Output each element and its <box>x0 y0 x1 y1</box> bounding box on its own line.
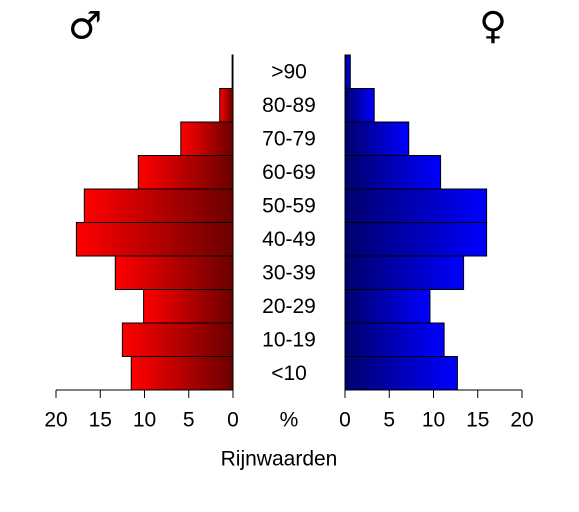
x-tick-label: 10 <box>133 409 156 432</box>
age-label: 30-39 <box>262 261 316 284</box>
axis-unit-label: % <box>280 409 299 432</box>
male-bar <box>143 289 234 324</box>
female-bar <box>344 88 375 123</box>
age-label: <10 <box>271 362 307 385</box>
female-bar <box>344 289 431 324</box>
male-bar <box>137 155 234 190</box>
male-bar <box>121 322 234 357</box>
x-tick-label: 15 <box>466 409 489 432</box>
male-bar <box>130 356 234 391</box>
age-label: >90 <box>271 60 307 83</box>
x-tick-label: 5 <box>183 409 195 432</box>
age-label: 40-49 <box>262 228 316 251</box>
female-bar <box>344 188 488 223</box>
male-bar <box>219 88 234 123</box>
x-tick-label: 20 <box>44 409 67 432</box>
female-bar <box>344 121 410 156</box>
female-bar <box>344 155 442 190</box>
legend-male: ♂ <box>68 4 102 48</box>
chart-title: Rijnwaarden <box>221 448 338 471</box>
female-bar <box>344 356 458 391</box>
male-bar <box>231 54 234 89</box>
age-label: 20-29 <box>262 295 316 318</box>
x-tick-label: 5 <box>383 409 395 432</box>
male-bar <box>83 188 234 223</box>
x-tick-label: 20 <box>510 409 533 432</box>
age-label: 80-89 <box>262 94 316 117</box>
female-bar <box>344 255 465 290</box>
age-label: 70-79 <box>262 127 316 150</box>
female-bar <box>344 322 445 357</box>
x-tick-label: 0 <box>339 409 351 432</box>
x-tick-label: 15 <box>89 409 112 432</box>
male-bar <box>114 255 234 290</box>
female-bar <box>344 54 351 89</box>
age-label: 60-69 <box>262 161 316 184</box>
x-tick-label: 10 <box>422 409 445 432</box>
age-label: 50-59 <box>262 194 316 217</box>
male-bar <box>75 222 234 257</box>
female-bar <box>344 222 488 257</box>
x-tick-label: 0 <box>227 409 239 432</box>
legend-female: ♀ <box>479 4 507 48</box>
age-label: 10-19 <box>262 328 316 351</box>
male-bar <box>180 121 234 156</box>
